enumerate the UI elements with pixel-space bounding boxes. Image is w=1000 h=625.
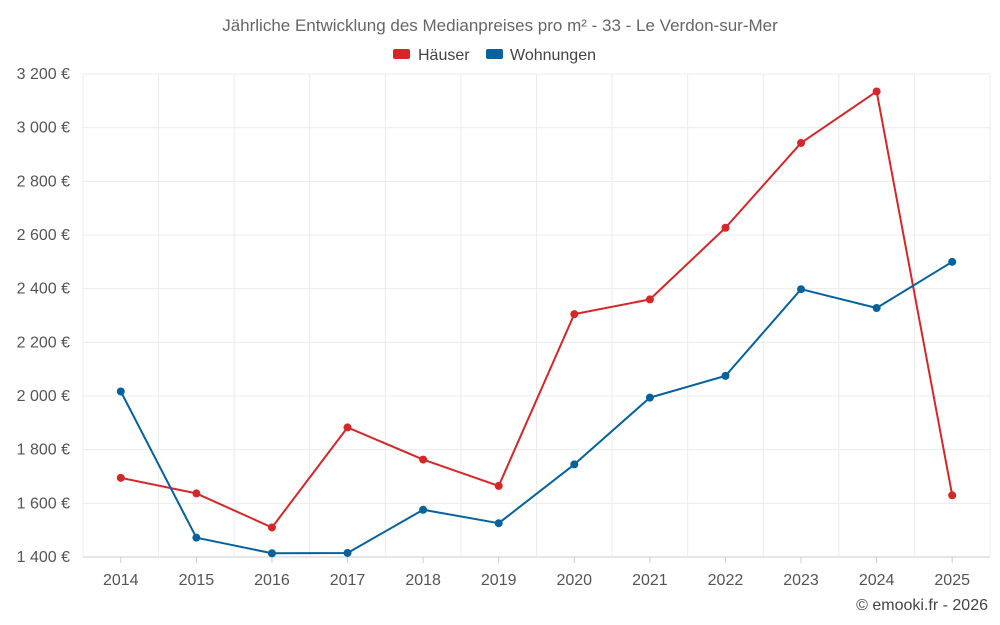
data-point[interactable]	[797, 138, 806, 147]
data-point[interactable]	[872, 87, 881, 96]
data-point[interactable]	[494, 519, 503, 528]
x-axis-ticks: 2014 2015 2016 2017 2018 2019 2020 2021 2022 2023…	[103, 557, 970, 589]
data-point[interactable]	[570, 460, 579, 469]
x-tick-label: 2014	[103, 572, 139, 589]
data-point[interactable]	[872, 303, 881, 312]
data-point[interactable]	[343, 548, 352, 557]
credit-text: © emooki.fr - 2026	[856, 597, 988, 614]
legend: Häuser Wohnungen	[393, 47, 596, 64]
data-point[interactable]	[192, 533, 201, 542]
data-point[interactable]	[267, 549, 276, 558]
x-tick-label: 2025	[934, 572, 970, 589]
grid	[82, 73, 991, 558]
data-point[interactable]	[645, 295, 654, 304]
data-point[interactable]	[645, 393, 654, 402]
data-point[interactable]	[419, 505, 428, 514]
x-tick-label: 2015	[179, 572, 215, 589]
y-tick-label: 3 000 €	[17, 120, 70, 137]
series-line	[120, 90, 954, 529]
x-tick-label: 2018	[405, 572, 441, 589]
legend-item-wohnungen[interactable]: Wohnungen	[486, 47, 596, 64]
x-tick-label: 2021	[632, 572, 668, 589]
series-line	[119, 260, 953, 555]
data-point[interactable]	[192, 489, 201, 498]
series-haeuser	[116, 87, 957, 532]
data-point[interactable]	[116, 473, 125, 482]
x-tick-label: 2024	[859, 572, 895, 589]
data-point[interactable]	[948, 257, 957, 266]
data-point[interactable]	[797, 285, 806, 294]
data-point[interactable]	[494, 481, 503, 490]
y-tick-label: 2 200 €	[17, 334, 70, 351]
data-point[interactable]	[721, 371, 730, 380]
legend-label-wohnungen: Wohnungen	[510, 47, 596, 64]
data-point[interactable]	[267, 523, 276, 532]
y-tick-label: 1 400 €	[17, 549, 70, 566]
y-axis-ticks: 1 400 € 1 600 € 1 800 € 2 000 € 2 200 € 2 400…	[17, 66, 70, 566]
legend-swatch-haeuser	[393, 49, 410, 59]
legend-item-haeuser[interactable]: Häuser	[393, 47, 470, 64]
x-tick-label: 2023	[783, 572, 819, 589]
y-tick-label: 2 600 €	[17, 227, 70, 244]
data-point[interactable]	[419, 455, 428, 464]
y-tick-label: 2 000 €	[17, 388, 70, 405]
y-tick-label: 2 400 €	[17, 281, 70, 298]
data-point[interactable]	[570, 310, 579, 319]
data-point[interactable]	[116, 387, 125, 396]
x-tick-label: 2022	[708, 572, 744, 589]
y-tick-label: 1 600 €	[17, 495, 70, 512]
x-tick-label: 2016	[254, 572, 290, 589]
data-point[interactable]	[948, 491, 957, 500]
x-tick-label: 2020	[556, 572, 592, 589]
legend-label-haeuser: Häuser	[418, 47, 470, 64]
legend-swatch-wohnungen	[486, 49, 503, 59]
chart-title: Jährliche Entwicklung des Medianpreises …	[222, 16, 778, 35]
series-layer	[116, 87, 957, 558]
data-point[interactable]	[721, 223, 730, 232]
x-tick-label: 2017	[330, 572, 366, 589]
y-tick-label: 3 200 €	[17, 66, 70, 83]
y-tick-label: 1 800 €	[17, 442, 70, 459]
y-tick-label: 2 800 €	[17, 173, 70, 190]
x-tick-label: 2019	[481, 572, 517, 589]
data-point[interactable]	[343, 423, 352, 432]
series-wohnungen	[116, 257, 957, 558]
